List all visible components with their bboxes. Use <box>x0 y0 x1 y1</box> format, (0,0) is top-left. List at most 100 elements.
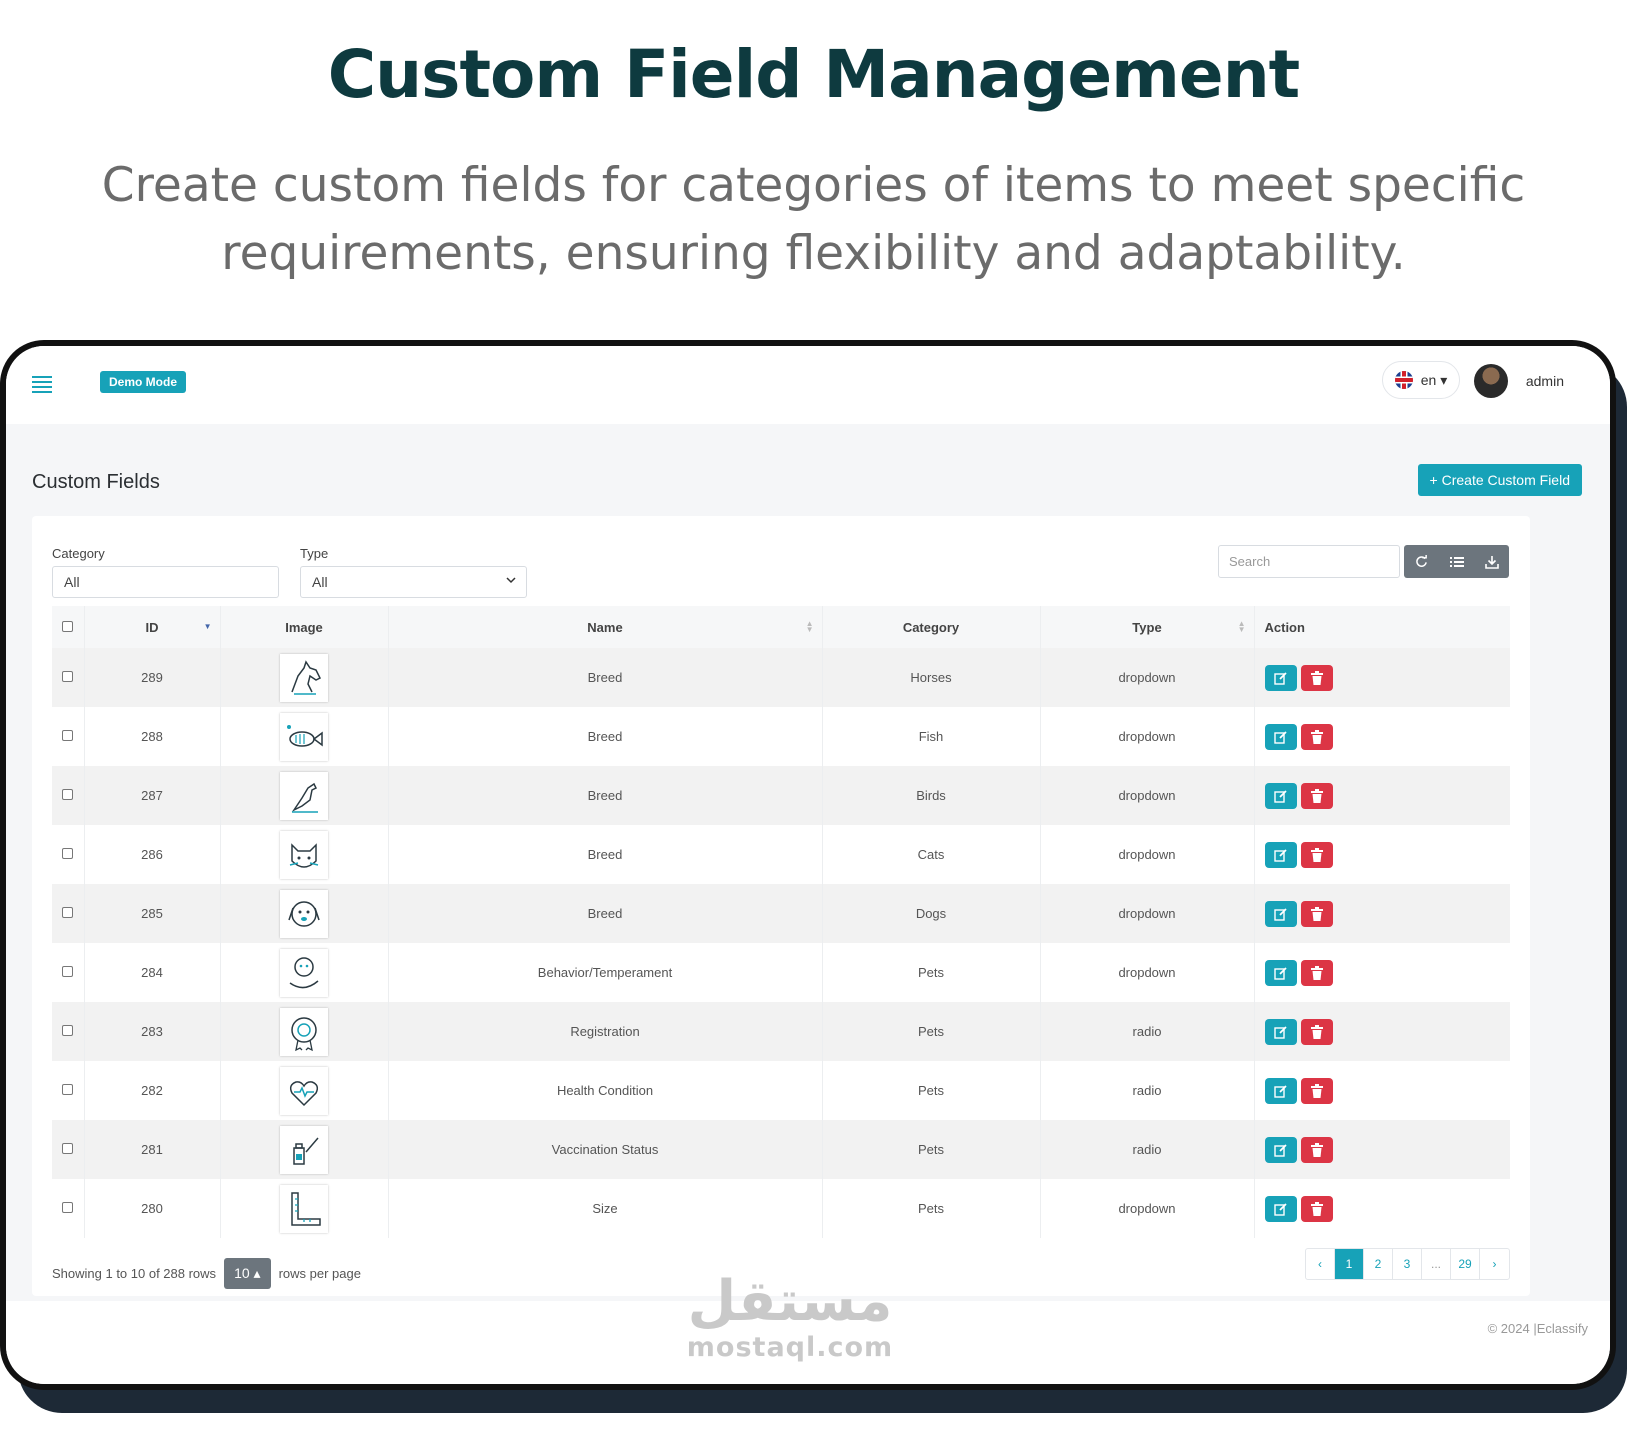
trash-icon <box>1310 965 1323 980</box>
rows-per-page-text: rows per page <box>278 1266 361 1281</box>
delete-button[interactable] <box>1300 841 1333 868</box>
row-image-cell <box>220 1002 389 1061</box>
row-id: 280 <box>84 1179 221 1238</box>
delete-button[interactable] <box>1300 1195 1333 1222</box>
row-actions <box>1254 1002 1510 1061</box>
trash-icon <box>1310 1142 1323 1157</box>
cat-icon[interactable] <box>280 830 328 879</box>
dog-icon[interactable] <box>280 889 328 938</box>
row-checkbox[interactable] <box>62 671 74 682</box>
row-image-cell <box>220 825 389 884</box>
edit-button[interactable] <box>1264 1018 1297 1045</box>
delete-button[interactable] <box>1300 1077 1333 1104</box>
row-actions <box>1254 1061 1510 1120</box>
ruler-icon[interactable] <box>280 1184 328 1233</box>
row-image-cell <box>220 1179 389 1238</box>
row-category: Dogs <box>822 884 1041 943</box>
pet-hand-icon[interactable] <box>280 948 328 997</box>
trash-icon <box>1310 788 1323 803</box>
delete-button[interactable] <box>1300 959 1333 986</box>
page-prev-button[interactable]: ‹ <box>1306 1249 1335 1279</box>
delete-button[interactable] <box>1300 1018 1333 1045</box>
edit-button[interactable] <box>1264 782 1297 809</box>
edit-button[interactable] <box>1264 959 1297 986</box>
device-frame: Demo Mode en ▾ admin Custom Fields + Cre… <box>0 340 1616 1390</box>
row-checkbox[interactable] <box>62 907 74 918</box>
avatar[interactable] <box>1474 364 1508 398</box>
row-actions <box>1254 707 1510 766</box>
edit-button[interactable] <box>1264 1077 1297 1104</box>
row-checkbox[interactable] <box>62 789 74 800</box>
edit-button[interactable] <box>1264 841 1297 868</box>
pagination-info: Showing 1 to 10 of 288 rows 10 ▴ rows pe… <box>52 1258 361 1289</box>
page-size-dropdown[interactable]: 10 ▴ <box>224 1258 271 1289</box>
edit-icon <box>1273 1202 1287 1216</box>
username-label[interactable]: admin <box>1525 373 1564 389</box>
trash-icon <box>1310 670 1323 685</box>
delete-button[interactable] <box>1300 664 1333 691</box>
edit-button[interactable] <box>1264 723 1297 750</box>
header-image: Image <box>220 606 389 648</box>
fish-icon[interactable] <box>280 712 328 761</box>
row-actions <box>1254 1120 1510 1179</box>
delete-button[interactable] <box>1300 723 1333 750</box>
header-type[interactable]: Type ▲ ▼ <box>1040 606 1255 648</box>
row-checkbox[interactable] <box>62 1202 74 1213</box>
delete-button[interactable] <box>1300 782 1333 809</box>
row-category: Horses <box>822 648 1041 707</box>
columns-list-icon[interactable] <box>1439 545 1474 578</box>
menu-toggle-icon[interactable] <box>32 376 52 393</box>
row-checkbox[interactable] <box>62 1025 74 1036</box>
type-filter-select[interactable]: All <box>300 566 527 598</box>
row-name: Health Condition <box>388 1061 823 1120</box>
horse-icon[interactable] <box>280 653 328 702</box>
table-toolbar <box>1404 545 1509 578</box>
row-checkbox[interactable] <box>62 848 74 859</box>
row-checkbox[interactable] <box>62 730 74 741</box>
sort-icon: ▲ ▼ <box>805 619 814 634</box>
certificate-icon[interactable] <box>280 1007 328 1056</box>
row-image-cell <box>220 707 389 766</box>
language-selector[interactable]: en ▾ <box>1382 361 1460 399</box>
row-category: Cats <box>822 825 1041 884</box>
sort-desc-icon: ▼ <box>203 622 212 631</box>
row-checkbox-cell <box>52 1120 85 1179</box>
category-filter-label: Category <box>52 546 105 561</box>
select-all-checkbox[interactable] <box>62 620 74 632</box>
page-button-2[interactable]: 2 <box>1364 1249 1393 1279</box>
delete-button[interactable] <box>1300 1136 1333 1163</box>
download-icon[interactable] <box>1474 545 1509 578</box>
row-name: Size <box>388 1179 823 1238</box>
page-next-button[interactable]: › <box>1492 1257 1497 1271</box>
create-custom-field-button[interactable]: + Create Custom Field <box>1417 464 1582 496</box>
edit-button[interactable] <box>1264 900 1297 927</box>
trash-icon <box>1310 729 1323 744</box>
heart-pulse-icon[interactable] <box>280 1066 328 1115</box>
delete-button[interactable] <box>1300 900 1333 927</box>
category-filter-input[interactable]: All <box>52 566 279 598</box>
search-input[interactable]: Search <box>1218 545 1400 578</box>
row-id: 285 <box>84 884 221 943</box>
row-image-cell <box>220 1120 389 1179</box>
row-checkbox[interactable] <box>62 1143 74 1154</box>
page-button-3[interactable]: 3 <box>1393 1249 1422 1279</box>
bird-icon[interactable] <box>280 771 328 820</box>
row-type: dropdown <box>1040 648 1255 707</box>
row-image-cell <box>220 943 389 1002</box>
row-checkbox[interactable] <box>62 1084 74 1095</box>
header-id[interactable]: ID ▼ <box>84 606 221 648</box>
row-id: 281 <box>84 1120 221 1179</box>
edit-button[interactable] <box>1264 664 1297 691</box>
vaccine-icon[interactable] <box>280 1125 328 1174</box>
row-checkbox[interactable] <box>62 966 74 977</box>
header-name[interactable]: Name ▲ ▼ <box>388 606 823 648</box>
table-row: 282 Health Condition Pets radio <box>52 1061 1510 1120</box>
refresh-icon[interactable] <box>1404 545 1439 578</box>
app-screen: Demo Mode en ▾ admin Custom Fields + Cre… <box>6 346 1610 1384</box>
edit-button[interactable] <box>1264 1195 1297 1222</box>
sort-icon: ▲ ▼ <box>1237 619 1246 634</box>
page-button-29[interactable]: 29 <box>1451 1249 1480 1279</box>
page-button-1[interactable]: 1 <box>1335 1249 1364 1279</box>
row-name: Behavior/Temperament <box>388 943 823 1002</box>
edit-button[interactable] <box>1264 1136 1297 1163</box>
